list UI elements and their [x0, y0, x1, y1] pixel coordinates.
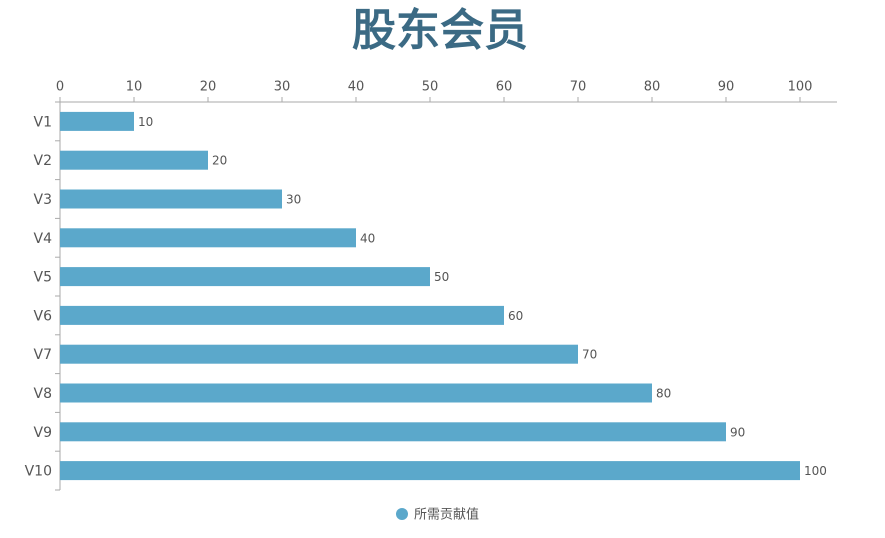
value-label: 50 [434, 270, 449, 284]
y-tick-label: V8 [34, 386, 52, 402]
chart-title: 股东会员 [352, 5, 528, 56]
legend-label: 所需贡献值 [414, 507, 479, 523]
x-tick-label: 100 [788, 80, 813, 95]
bar [60, 305, 504, 325]
x-tick-label: 20 [200, 80, 217, 95]
y-tick-label: V6 [34, 308, 53, 324]
x-tick-label: 30 [274, 80, 291, 95]
value-label: 30 [286, 193, 301, 207]
y-tick-label: V10 [25, 464, 52, 480]
x-tick-label: 10 [126, 80, 143, 95]
y-tick-label: V1 [34, 114, 52, 130]
y-tick-label: V3 [34, 192, 52, 208]
x-tick-label: 70 [570, 80, 587, 95]
bar [60, 150, 208, 170]
y-tick-label: V7 [34, 347, 52, 363]
bar [60, 111, 134, 131]
value-label: 20 [212, 154, 227, 168]
bar [60, 344, 578, 364]
x-tick-label: 90 [718, 80, 735, 95]
value-label: 40 [360, 231, 375, 245]
bar [60, 422, 726, 442]
bar [60, 267, 430, 287]
legend-marker [396, 508, 408, 520]
value-label: 100 [804, 464, 827, 478]
value-label: 80 [656, 387, 671, 401]
x-tick-label: 60 [496, 80, 513, 95]
value-label: 10 [138, 115, 153, 129]
x-tick-label: 40 [348, 80, 365, 95]
value-label: 90 [730, 425, 745, 439]
y-tick-label: V2 [34, 153, 52, 169]
y-tick-label: V9 [34, 425, 52, 441]
value-label: 60 [508, 309, 523, 323]
value-label: 70 [582, 348, 597, 362]
bar [60, 228, 356, 248]
bar [60, 383, 652, 403]
y-tick-label: V5 [34, 270, 52, 286]
bar [60, 461, 800, 481]
x-tick-label: 80 [644, 80, 661, 95]
y-tick-label: V4 [34, 231, 53, 247]
x-tick-label: 50 [422, 80, 439, 95]
x-tick-label: 0 [56, 80, 64, 95]
bar [60, 189, 282, 209]
